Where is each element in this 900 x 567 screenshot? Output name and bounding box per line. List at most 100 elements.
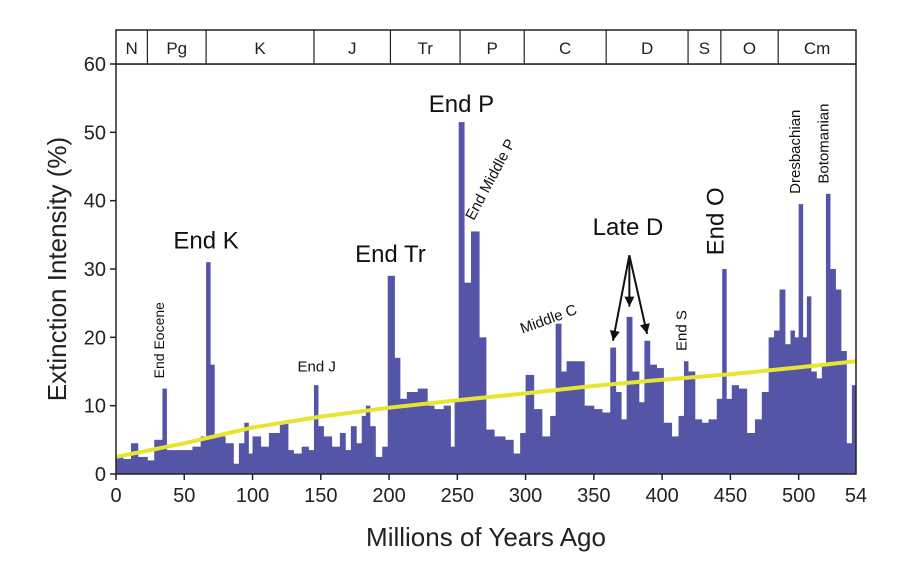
bar-4 (147, 460, 155, 474)
y-tick-label-1: 10 (84, 396, 106, 418)
late-d-arrow-head-0 (609, 330, 620, 341)
y-tick-label-0: 0 (95, 464, 106, 486)
bar-48 (443, 405, 451, 474)
bar-94 (754, 419, 763, 474)
period-label-0: N (126, 39, 138, 58)
bar-55 (486, 429, 495, 474)
bar-10 (192, 446, 202, 474)
bar-87 (708, 419, 718, 474)
bar-74 (626, 316, 633, 474)
bar-29 (318, 426, 324, 474)
annotation-10: Dresbachian (787, 110, 804, 194)
annotation-0: End Eocene (151, 302, 167, 378)
bar-71 (610, 347, 617, 474)
period-label-10: Cm (804, 39, 830, 58)
bar-72 (615, 392, 622, 474)
bar-13 (210, 364, 215, 474)
period-label-3: J (348, 39, 357, 58)
bar-30 (323, 436, 333, 474)
annotation-1: End K (173, 228, 238, 255)
bar-32 (339, 433, 346, 474)
y-tick-label-4: 40 (84, 191, 106, 213)
bar-110 (835, 289, 842, 474)
bar-100 (790, 330, 795, 474)
x-tick-label-2: 100 (236, 485, 269, 507)
late-d-arrow-head-2 (640, 323, 650, 334)
bar-80 (663, 422, 673, 474)
bar-35 (356, 443, 363, 474)
bar-49 (450, 446, 455, 474)
x-tick-label-10: 500 (782, 485, 815, 507)
bar-106 (816, 378, 823, 474)
bar-76 (638, 402, 645, 474)
bar-33 (345, 450, 352, 474)
bar-2 (131, 443, 139, 474)
bars-layer (116, 122, 857, 475)
bar-109 (830, 269, 836, 474)
bar-83 (683, 361, 689, 474)
bar-56 (494, 436, 506, 474)
bar-96 (768, 337, 775, 474)
bar-52 (464, 282, 472, 474)
bar-59 (520, 433, 526, 474)
bar-28 (313, 385, 319, 474)
bar-12 (206, 262, 211, 474)
bar-50 (454, 398, 460, 474)
bar-41 (387, 275, 395, 474)
bar-39 (375, 456, 383, 474)
annotation-4: End P (429, 91, 494, 118)
bar-51 (458, 122, 465, 474)
bar-92 (738, 388, 748, 474)
bar-38 (369, 426, 376, 474)
bar-18 (244, 422, 249, 474)
late-d-arrow-line-0 (611, 255, 631, 341)
bar-23 (279, 422, 289, 474)
bar-43 (399, 398, 408, 474)
period-label-2: K (254, 39, 266, 58)
x-tick-label-7: 350 (577, 485, 610, 507)
bar-26 (301, 446, 309, 474)
period-label-8: S (699, 39, 710, 58)
bar-73 (621, 419, 628, 474)
bar-47 (434, 409, 445, 474)
x-tick-label-6: 300 (509, 485, 542, 507)
bar-1 (122, 458, 132, 474)
bar-88 (716, 398, 723, 474)
late-d-arrow-line-2 (628, 255, 649, 335)
bar-63 (550, 415, 557, 474)
period-label-9: O (743, 39, 756, 58)
bar-104 (806, 296, 812, 474)
bar-57 (505, 439, 514, 474)
bar-45 (417, 388, 428, 474)
bar-78 (649, 364, 658, 474)
bar-15 (225, 443, 234, 474)
annotation-5: End Middle P (462, 136, 519, 223)
trend-line (115, 359, 857, 459)
bar-34 (350, 426, 357, 474)
annotation-9: End O (703, 187, 730, 255)
bar-111 (840, 351, 847, 474)
period-bar: N Pg K J Tr P C D S O Cm (115, 29, 857, 65)
bar-79 (656, 368, 664, 474)
bar-90 (726, 398, 733, 474)
bar-20 (252, 436, 262, 474)
bar-61 (533, 409, 543, 474)
bar-65 (561, 371, 567, 474)
period-label-1: Pg (166, 39, 187, 58)
bar-91 (731, 385, 739, 474)
bar-107 (821, 364, 827, 474)
bar-31 (331, 446, 341, 474)
bar-58 (513, 453, 521, 474)
x-tick-label-5: 250 (441, 485, 474, 507)
bar-14 (214, 436, 226, 474)
bar-84 (688, 371, 696, 474)
bar-25 (293, 453, 303, 474)
bar-0 (116, 456, 124, 474)
bar-22 (268, 433, 281, 474)
x-tick-label-9: 450 (714, 485, 747, 507)
x-tick-label-4: 200 (372, 485, 405, 507)
y-tick-label-5: 50 (84, 122, 106, 144)
bar-54 (479, 337, 487, 474)
x-tick-label-3: 150 (304, 485, 337, 507)
